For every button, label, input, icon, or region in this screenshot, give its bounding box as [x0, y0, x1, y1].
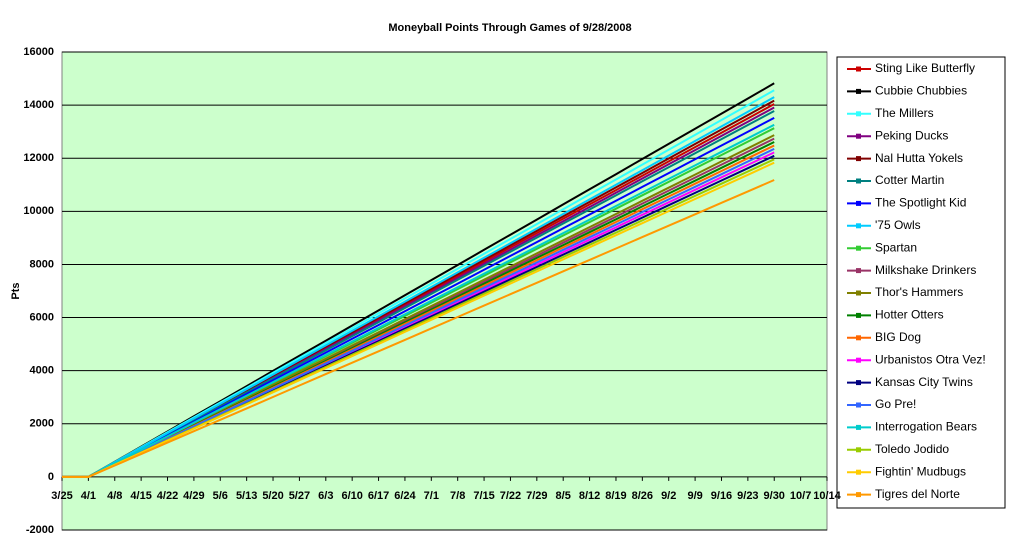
y-tick-label: 4000 [30, 365, 54, 377]
legend-marker [856, 268, 861, 274]
series-line [62, 147, 775, 478]
legend: Sting Like Butterfly Cubbie Chubbies The M… [847, 61, 986, 501]
y-tick-label: 16000 [23, 46, 54, 58]
x-tick-label: 9/30 [764, 490, 785, 502]
legend-label: The Spotlight Kid [875, 196, 966, 210]
legend-label: Thor's Hammers [875, 285, 963, 299]
legend-label: Interrogation Bears [875, 420, 977, 434]
x-tick-label: 4/22 [157, 490, 178, 502]
legend-marker [856, 200, 861, 206]
legend-label: '75 Owls [875, 218, 921, 232]
series-line [62, 123, 775, 478]
legend-label: Cotter Martin [875, 173, 944, 187]
legend-label: Spartan [875, 240, 917, 254]
legend-marker [856, 402, 861, 408]
x-tick-label: 4/1 [81, 490, 96, 502]
x-tick-label: 5/13 [236, 490, 257, 502]
x-tick-label: 5/27 [289, 490, 310, 502]
x-tick-label: 10/7 [790, 490, 811, 502]
legend-label: Sting Like Butterfly [875, 61, 975, 75]
y-tick-label: 6000 [30, 311, 54, 323]
legend-label: Milkshake Drinkers [875, 263, 976, 277]
legend-label: Go Pre! [875, 397, 916, 411]
y-tick-label: 12000 [23, 152, 54, 164]
legend-label: Urbanistos Otra Vez! [875, 352, 986, 366]
x-tick-label: 9/16 [711, 490, 732, 502]
legend-box [836, 56, 1006, 509]
x-tick-label: 9/2 [661, 490, 676, 502]
y-tick-label: 10000 [23, 205, 54, 217]
chart-title: Moneyball Points Through Games of 9/28/2… [388, 22, 631, 34]
legend-marker [856, 133, 861, 139]
series-line [62, 96, 775, 478]
legend-label: Toledo Jodido [875, 442, 949, 456]
legend-marker [856, 335, 861, 341]
x-tick-label: 8/5 [556, 490, 571, 502]
x-tick-label: 9/9 [687, 490, 702, 502]
legend-label: BIG Dog [875, 330, 921, 344]
legend-label: Tigres del Norte [875, 487, 960, 501]
x-tick-label: 6/3 [318, 490, 333, 502]
y-tick-label: 14000 [23, 99, 54, 111]
x-tick-label: 10/14 [813, 490, 841, 502]
x-tick-label: 7/15 [473, 490, 494, 502]
legend-marker [856, 245, 861, 251]
y-tick-label: 8000 [30, 258, 54, 270]
legend-label: Cubbie Chubbies [875, 84, 967, 98]
legend-label: Kansas City Twins [875, 375, 973, 389]
x-tick-label: 5/20 [262, 490, 283, 502]
y-tick-label: -2000 [26, 524, 54, 536]
x-tick-label: 7/29 [526, 490, 547, 502]
y-tick-label: 2000 [30, 418, 54, 430]
legend-marker [856, 380, 861, 386]
x-tick-label: 7/22 [500, 490, 521, 502]
x-tick-label: 7/1 [424, 490, 439, 502]
legend-marker [856, 111, 861, 117]
x-tick-label: 7/8 [450, 490, 465, 502]
legend-marker [856, 156, 861, 162]
y-axis-label: Pts [10, 282, 22, 299]
x-tick-label: 8/26 [632, 490, 653, 502]
x-tick-label: 8/19 [605, 490, 626, 502]
legend-label: Peking Ducks [875, 128, 948, 142]
legend-marker [856, 178, 861, 184]
legend-label: The Millers [875, 106, 934, 120]
legend-marker [856, 357, 861, 363]
legend-marker [856, 447, 861, 453]
legend-label: Fightin' Mudbugs [875, 464, 966, 478]
x-tick-label: 9/23 [737, 490, 758, 502]
x-tick-label: 6/10 [341, 490, 362, 502]
x-tick-label: 4/15 [130, 490, 151, 502]
legend-marker [856, 223, 861, 229]
legend-marker [856, 424, 861, 430]
x-tick-label: 5/6 [213, 490, 228, 502]
legend-marker [856, 492, 861, 498]
x-tick-label: 6/24 [394, 490, 416, 502]
x-tick-label: 4/8 [107, 490, 122, 502]
x-tick-label: 8/12 [579, 490, 600, 502]
y-tick-label: 0 [48, 471, 54, 483]
series-line [62, 161, 775, 478]
legend-label: Hotter Otters [875, 308, 944, 322]
legend-marker [856, 88, 861, 94]
x-tick-label: 6/17 [368, 490, 389, 502]
x-tick-label: 3/25 [51, 490, 72, 502]
series-line [62, 179, 775, 478]
legend-marker [856, 312, 861, 318]
legend-marker [856, 290, 861, 296]
legend-label: Nal Hutta Yokels [875, 151, 963, 165]
x-tick-label: 4/29 [183, 490, 204, 502]
legend-marker [856, 469, 861, 475]
legend-marker [856, 66, 861, 72]
